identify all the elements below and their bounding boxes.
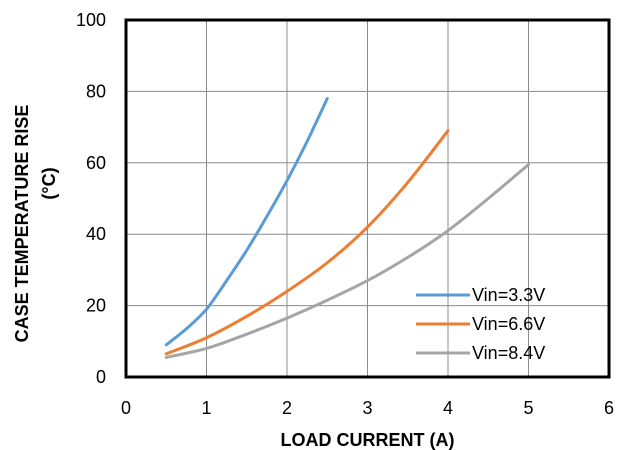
series-layer <box>164 97 530 359</box>
legend-label-1: Vin=3.3V <box>472 285 545 305</box>
y-tick-label: 80 <box>86 81 106 101</box>
x-axis-ticks: 0 1 2 3 4 5 6 <box>121 398 614 418</box>
series-line-3 <box>164 163 530 359</box>
y-axis-title-line-1: CASE TEMPERATURE RISE <box>12 105 32 343</box>
y-axis-title-line-2: (°C) <box>39 167 59 199</box>
series-line-2 <box>164 129 450 356</box>
x-tick-label: 2 <box>282 398 292 418</box>
y-tick-label: 100 <box>76 10 106 30</box>
x-tick-label: 4 <box>443 398 453 418</box>
x-tick-label: 6 <box>604 398 614 418</box>
legend-label-2: Vin=6.6V <box>472 314 545 334</box>
x-tick-label: 5 <box>523 398 533 418</box>
y-tick-label: 40 <box>86 224 106 244</box>
plot-area-border <box>124 18 611 379</box>
series-line-1 <box>164 97 329 347</box>
grid <box>126 20 609 377</box>
legend: Vin=3.3V Vin=6.6V Vin=8.4V <box>416 285 545 363</box>
x-tick-label: 1 <box>201 398 211 418</box>
x-tick-label: 3 <box>362 398 372 418</box>
legend-label-3: Vin=8.4V <box>472 343 545 363</box>
y-axis-ticks: 0 20 40 60 80 100 <box>76 10 106 387</box>
y-tick-label: 20 <box>86 296 106 316</box>
y-tick-label: 60 <box>86 153 106 173</box>
x-tick-label: 0 <box>121 398 131 418</box>
x-axis-title: LOAD CURRENT (A) <box>281 430 455 450</box>
y-axis-title: CASE TEMPERATURE RISE (°C) <box>12 105 59 343</box>
y-tick-label: 0 <box>96 367 106 387</box>
